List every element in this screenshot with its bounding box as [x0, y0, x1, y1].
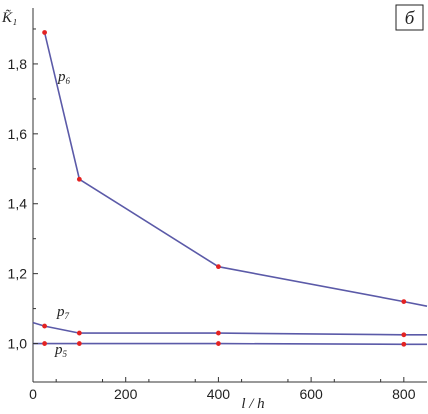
series-line-p6 — [43, 32, 428, 307]
panel-label-box: б — [395, 4, 424, 31]
data-point-p7 — [42, 323, 47, 329]
y-tick-label: 1,4 — [8, 196, 28, 212]
y-tick-label: 1,2 — [8, 266, 28, 282]
series-labels: p6 p7 p5 — [54, 69, 71, 359]
data-point-p5 — [401, 341, 407, 347]
series-layer — [32, 32, 428, 346]
x-tick-label: 600 — [299, 386, 323, 402]
data-point-p5 — [42, 341, 47, 346]
series-line-p7 — [32, 321, 427, 336]
series-label-p6: p6 — [57, 69, 71, 86]
series-label-p5: p5 — [54, 342, 68, 359]
data-point-p7 — [216, 330, 221, 336]
y-tick-label: 1,6 — [8, 126, 28, 142]
series-label-p7: p7 — [56, 304, 70, 321]
panel-label-frame — [395, 4, 424, 31]
x-tick-label: 400 — [207, 386, 231, 402]
marker-layer — [42, 30, 407, 347]
series-label-p5-base: p — [54, 342, 63, 358]
data-point-p6 — [401, 299, 407, 305]
x-tick-label: 800 — [392, 386, 416, 402]
series-label-p6-sub: 6 — [66, 76, 71, 86]
axes-frame — [32, 8, 427, 383]
data-point-p7 — [76, 330, 82, 336]
data-point-p6 — [76, 176, 82, 182]
series-label-p6-base: p — [57, 69, 66, 85]
y-axis-title: K̃₁ — [1, 10, 17, 26]
series-label-p7-base: p — [56, 304, 65, 320]
series-label-p7-sub: 7 — [65, 311, 70, 321]
x-axis-title: l / h — [241, 396, 264, 412]
data-point-p5 — [216, 341, 221, 346]
data-point-p7 — [401, 332, 407, 338]
y-tick-label: 1,0 — [8, 336, 28, 352]
series-label-p5-sub: 5 — [63, 349, 68, 359]
y-tick-label: 1,8 — [8, 56, 28, 72]
tick-layer: 0 200 400 600 800 1,0 1,2 1,4 1,6 1,8 — [8, 28, 416, 402]
x-tick-label: 0 — [29, 386, 37, 402]
series-line-p5 — [33, 342, 427, 346]
panel-label: б — [405, 8, 416, 29]
data-point-p5 — [76, 341, 82, 346]
data-point-p6 — [42, 30, 47, 35]
x-tick-label: 200 — [114, 386, 138, 402]
data-point-p6 — [216, 264, 221, 270]
